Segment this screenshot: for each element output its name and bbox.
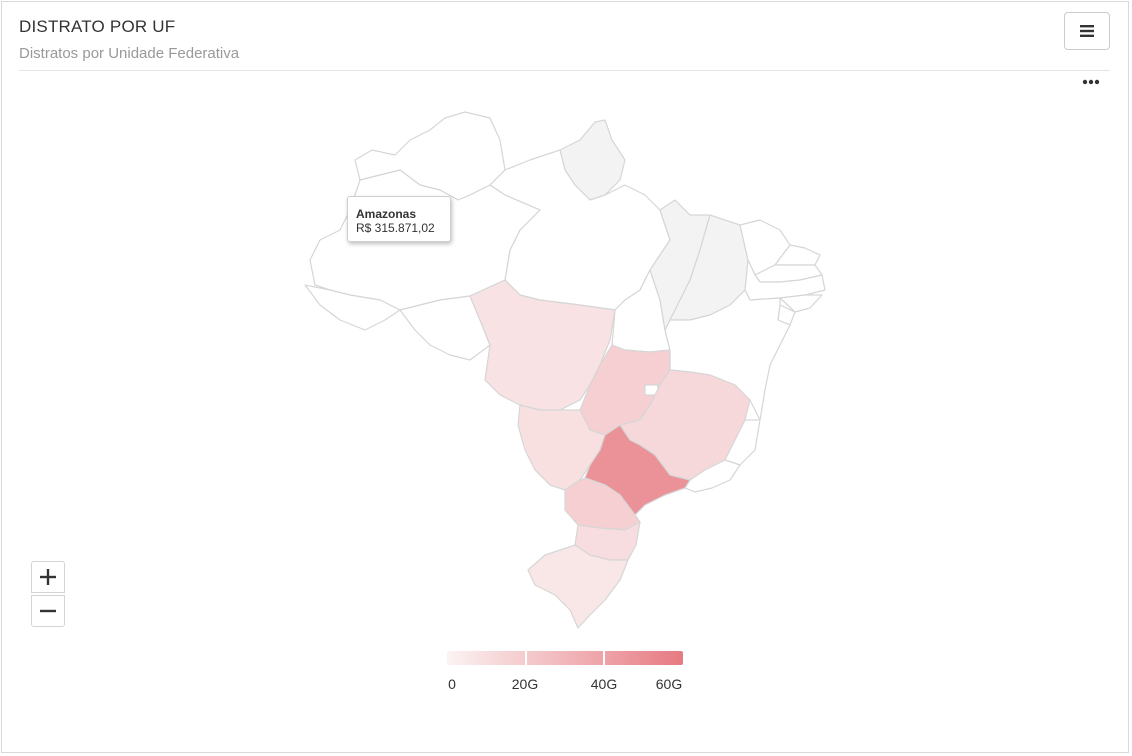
map-tooltip: Amazonas R$ 315.871,02 xyxy=(347,196,451,242)
legend-label-3: 60G xyxy=(655,676,683,692)
zoom-out-button[interactable] xyxy=(31,595,65,627)
page-subtitle: Distratos por Unidade Federativa xyxy=(19,45,240,62)
tooltip-state-name: Amazonas xyxy=(356,207,417,221)
legend-tick xyxy=(603,651,605,665)
state-alagoas[interactable] xyxy=(779,294,823,313)
zoom-in-button[interactable] xyxy=(31,561,65,593)
legend-label-0: 0 xyxy=(448,676,456,692)
tooltip-value: R$ 315.871,02 xyxy=(356,221,435,235)
legend-label-1: 20G xyxy=(511,676,539,692)
header-divider xyxy=(19,70,1110,71)
legend-tick xyxy=(525,651,527,665)
state-rio-de-janeiro[interactable] xyxy=(684,459,741,493)
hamburger-icon xyxy=(1080,25,1094,37)
state-rio-grande-do-sul[interactable] xyxy=(527,544,629,629)
state-sao-paulo[interactable] xyxy=(584,424,691,516)
page-title: DISTRATO POR UF xyxy=(19,17,176,36)
color-scale-bar xyxy=(447,651,683,665)
ellipsis-icon[interactable] xyxy=(1080,74,1102,90)
state-acre[interactable] xyxy=(304,284,401,331)
chart-menu-button[interactable] xyxy=(1064,12,1110,50)
state-parana[interactable] xyxy=(564,477,641,531)
legend-label-2: 40G xyxy=(590,676,618,692)
plus-icon xyxy=(40,569,56,585)
state-mato-grosso[interactable] xyxy=(469,279,616,411)
minus-icon xyxy=(40,609,56,613)
